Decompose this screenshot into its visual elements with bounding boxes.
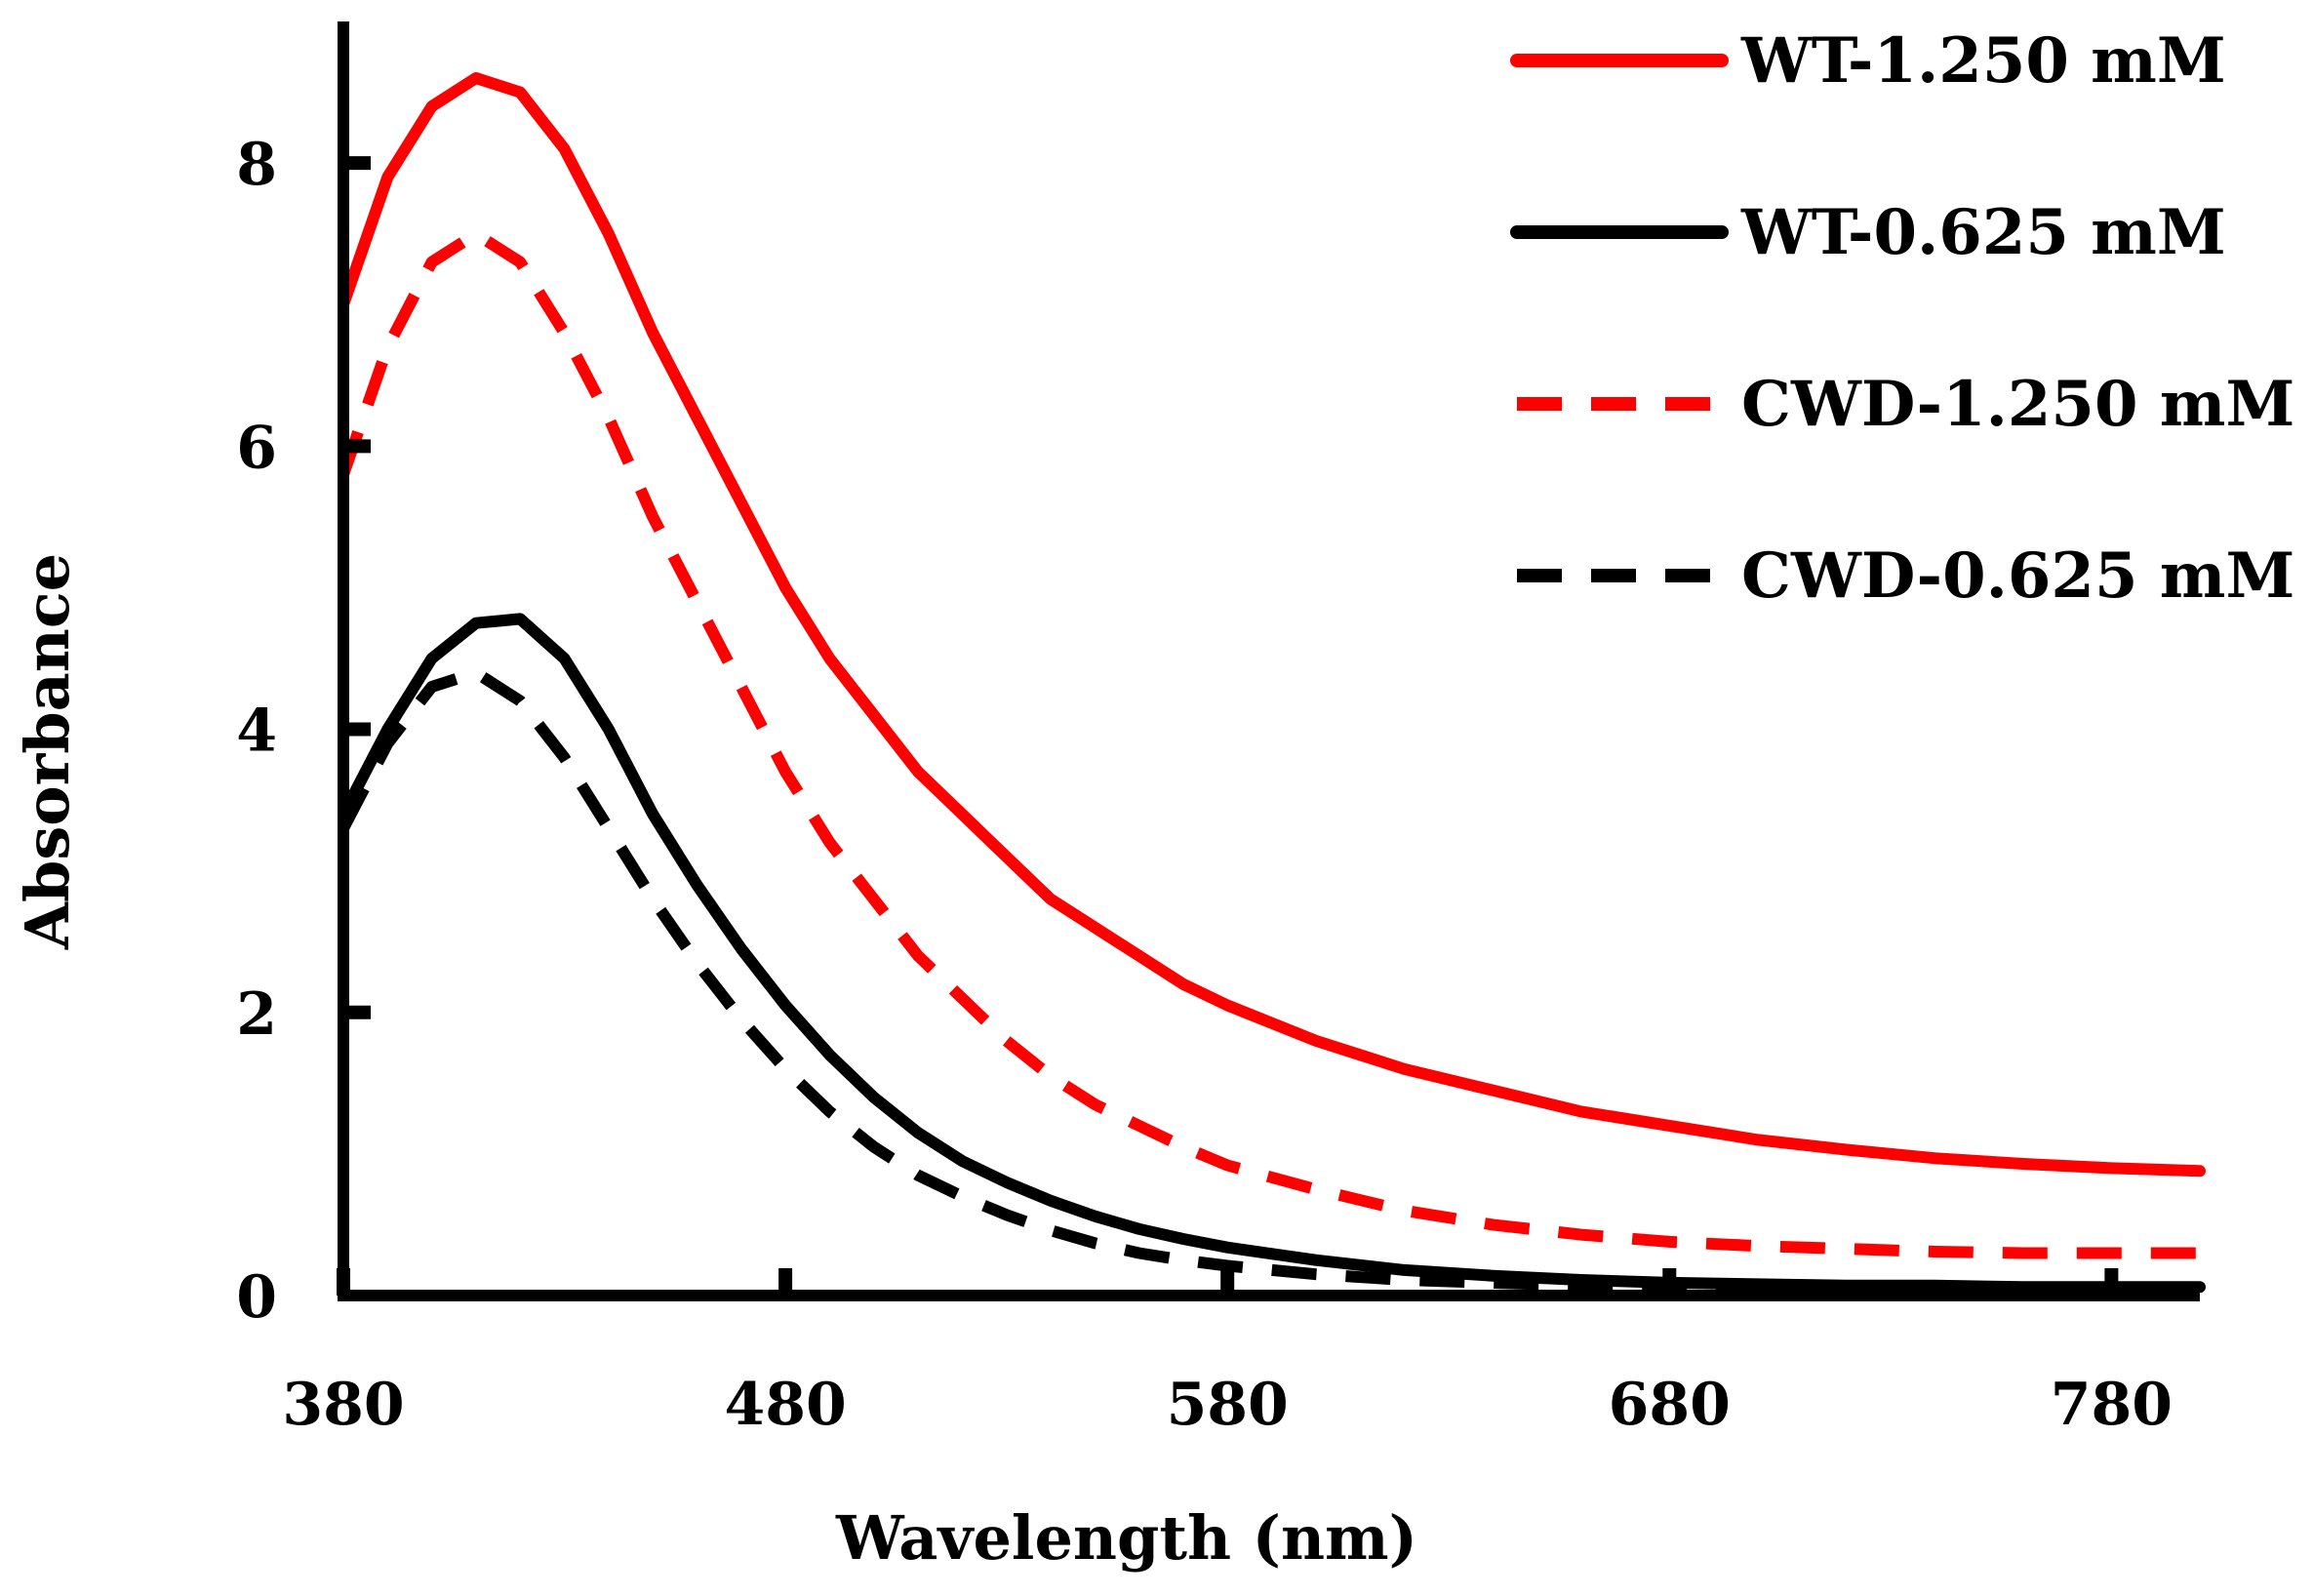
y-tick-label-8: 8 bbox=[236, 131, 277, 199]
x-tick-label-480: 480 bbox=[724, 1371, 846, 1439]
series-line-cwd-1-250-mm bbox=[338, 227, 2200, 1259]
legend-label-cwd-0-625-mm: CWD-0.625 mM bbox=[1741, 539, 2294, 613]
y-tick-label-4: 4 bbox=[236, 698, 277, 766]
y-tick-label-0: 0 bbox=[236, 1263, 277, 1332]
x-tick-label-380: 380 bbox=[282, 1371, 404, 1439]
legend-label-cwd-1-250-mm: CWD-1.250 mM bbox=[1741, 368, 2294, 441]
y-tick-label-2: 2 bbox=[236, 980, 277, 1049]
legend-item-cwd-1-250-mm: CWD-1.250 mM bbox=[1517, 368, 2294, 441]
legend-item-wt-1-250-mm: WT-1.250 mM bbox=[1510, 24, 2226, 98]
y-tick-label-6: 6 bbox=[236, 414, 277, 482]
y-axis-title: Absorbance bbox=[12, 553, 83, 950]
axes-layer bbox=[338, 21, 2200, 1301]
series-line-wt-1-250-mm bbox=[338, 72, 2206, 1177]
legend-item-wt-0-625-mm: WT-0.625 mM bbox=[1510, 196, 2226, 269]
series-line-cwd-0-625-mm bbox=[338, 666, 2200, 1295]
x-tick-label-580: 580 bbox=[1167, 1371, 1289, 1439]
x-tick-label-680: 680 bbox=[1609, 1371, 1731, 1439]
series-line-wt-0-625-mm bbox=[338, 613, 2206, 1294]
ticks-layer: 380 480 580 680 780 0 2 4 6 8 bbox=[236, 131, 2173, 1439]
x-tick-label-780: 780 bbox=[2051, 1371, 2173, 1439]
x-axis-title: Wavelength (nm) bbox=[835, 1502, 1417, 1574]
series-layer bbox=[338, 72, 2206, 1295]
legend-label-wt-1-250-mm: WT-1.250 mM bbox=[1740, 24, 2226, 98]
legend: WT-1.250 mM WT-0.625 mM CWD-1.250 mM CWD-0.… bbox=[1510, 24, 2294, 613]
legend-item-cwd-0-625-mm: CWD-0.625 mM bbox=[1517, 539, 2294, 613]
legend-label-wt-0-625-mm: WT-0.625 mM bbox=[1740, 196, 2226, 269]
